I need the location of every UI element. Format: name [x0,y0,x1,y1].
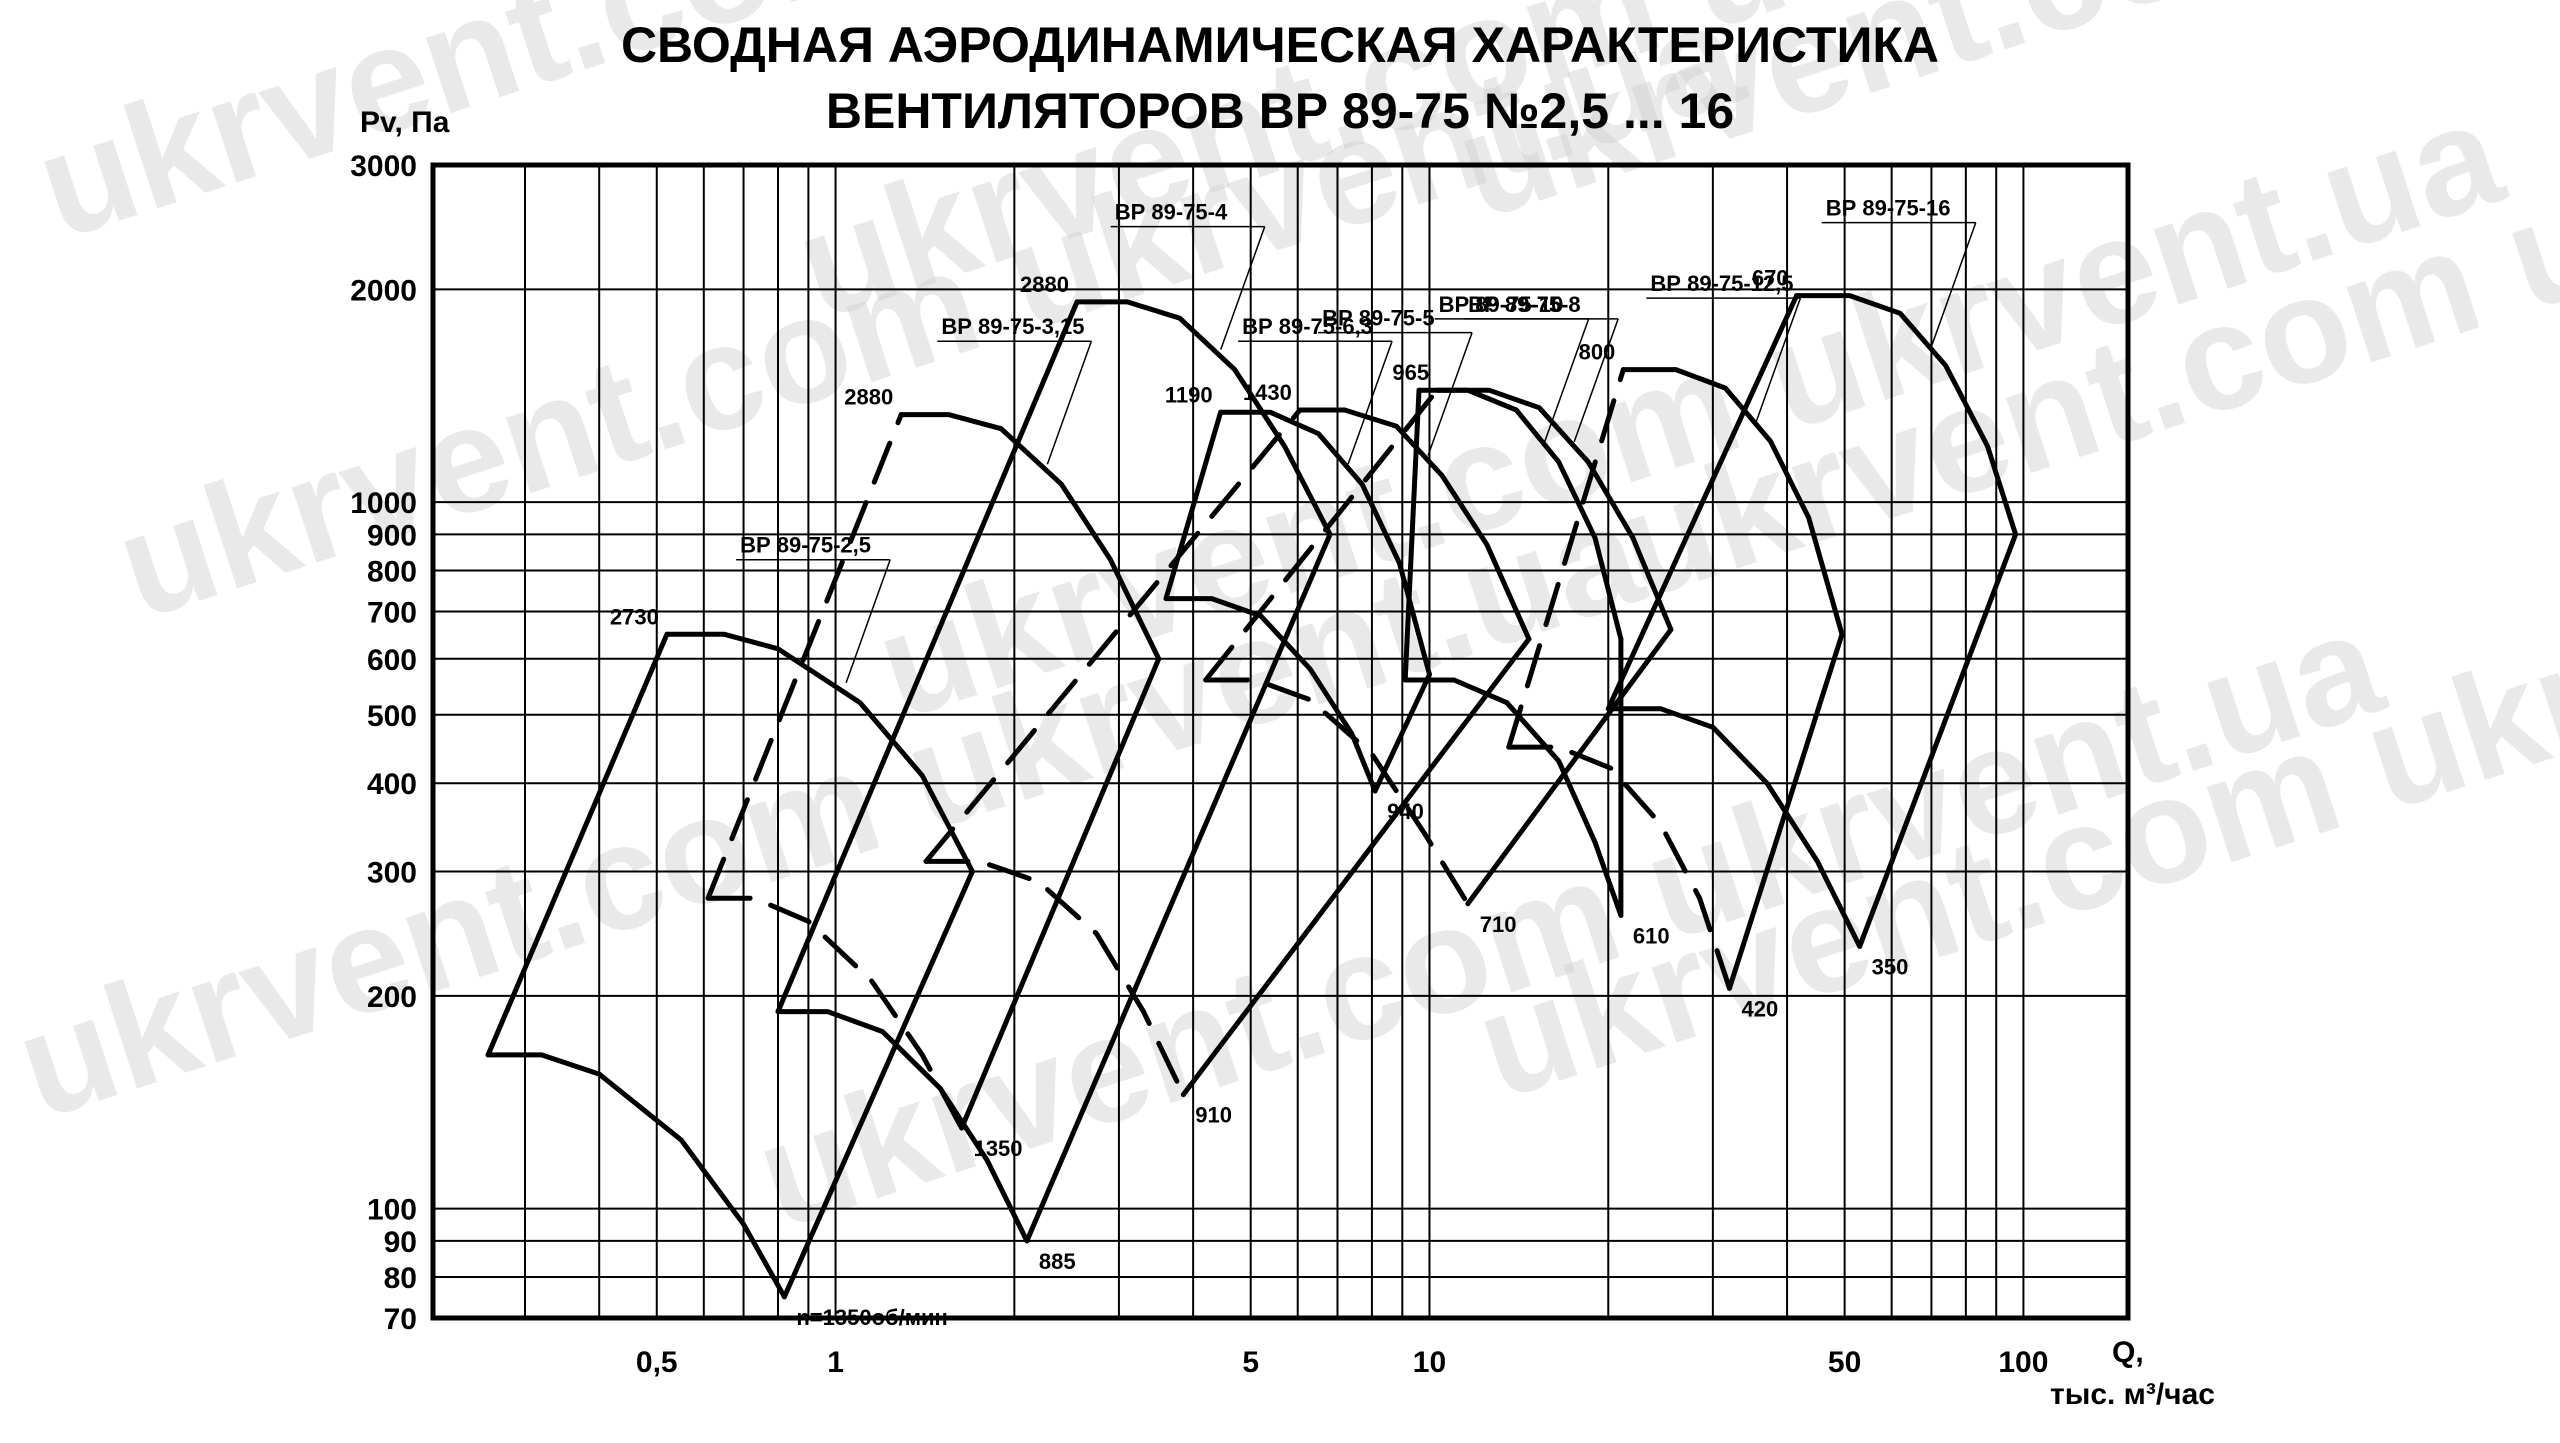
envelope-left-line [1506,367,1626,750]
data-label-high-speed: 965 [1392,360,1429,385]
grid [433,164,2128,1319]
y-tick-label: 70 [384,1303,417,1336]
series-line-high-speed [1297,407,1532,642]
x-axis-label-q: Q, [2112,1336,2144,1369]
envelope-right-line [959,656,1162,1131]
series-name-label: ВР 89-75-5 [1322,306,1435,331]
series-name-leader [1543,318,1590,443]
series-line-high-speed [1434,387,1674,633]
series-name-label: ВР 89-75-2,5 [740,533,871,558]
envelope-right-line [1024,531,1333,1244]
series-line-low-speed [775,1009,1030,1244]
series-line-low-speed [705,895,965,1131]
data-label-low-speed: 710 [1480,912,1517,937]
series-name-label: ВР 89-75-6,3 [1242,314,1373,339]
series-line-low-speed [1605,706,1863,949]
envelope-left-line [1402,387,1422,683]
x-tick-label: 0,5 [636,1346,678,1379]
y-tick-label: 300 [367,856,417,889]
series-name-leader [1427,332,1473,456]
tick-labels: 3000200010009008007006005004003002001009… [350,150,2048,1379]
y-tick-label: 800 [367,556,417,589]
series-line-low-speed [1203,677,1471,907]
y-tick-label: 80 [384,1262,417,1295]
y-tick-label: 90 [384,1226,417,1259]
x-tick-label: 100 [1998,1346,2048,1379]
series-line-high-speed [664,631,975,874]
series-line-low-speed [923,858,1186,1098]
data-label-low-speed: 420 [1742,996,1779,1021]
envelope-right-line [1180,636,1532,1098]
series-name-leader [1573,318,1619,443]
y-tick-label: 1000 [350,487,417,520]
data-label-high-speed: 1190 [1165,382,1213,407]
x-tick-label: 10 [1413,1346,1446,1379]
envelope-left-line [1203,387,1440,683]
y-tick-label: 700 [367,597,417,630]
series-line-high-speed [1074,299,1333,537]
envelope-left-line [705,412,904,901]
y-tick-label: 500 [367,700,417,733]
y-tick-label: 2000 [350,274,417,307]
plot-frame [430,162,2131,1321]
envelope-left-line [485,631,670,1058]
data-label-low-speed: 350 [1872,954,1909,979]
x-axis-label-units: тыс. м³/час [2050,1378,2215,1411]
envelope-right-line [781,869,975,1300]
data-label-low-speed: 610 [1633,923,1670,948]
y-axis-label: Pv, Па [360,106,450,139]
series-name-leader [1755,297,1802,422]
envelope-left-line [1605,293,1800,712]
y-tick-label: 100 [367,1194,417,1227]
data-label-high-speed: 2880 [1020,272,1069,297]
data-label-high-speed: 2730 [610,604,659,629]
series-line-low-speed [485,1052,787,1300]
envelope-right-line [1857,531,2019,949]
series-line-high-speed [1620,367,1845,637]
series-line-low-speed [1163,596,1378,794]
series-line-high-speed [1218,409,1432,677]
series-name-leader [1347,340,1393,465]
x-tick-label: 5 [1242,1346,1259,1379]
data-label-high-speed: 2880 [844,385,893,410]
series-name-leader [1220,226,1266,350]
data-label-low-speed: 910 [1195,1103,1232,1128]
series-line-low-speed [1402,677,1624,918]
y-tick-label: 900 [367,519,417,552]
series-name-leader [1046,340,1093,465]
x-tick-label: 50 [1828,1346,1861,1379]
data-label-high-speed: 800 [1579,340,1616,365]
envelope-right-line [1465,627,1674,907]
series-line-high-speed [898,412,1162,662]
y-tick-label: 200 [367,981,417,1014]
x-tick-label: 1 [827,1346,844,1379]
y-tick-label: 600 [367,644,417,677]
envelope-left-line [923,407,1303,864]
envelope-left-line [775,299,1080,1015]
series-name-leader [1931,222,1977,346]
chart-title-line-1: СВОДНАЯ АЭРОДИНАМИЧЕСКАЯ ХАРАКТЕРИСТИКА [621,17,1939,73]
series-name-label: ВР 89-75-10 [1439,292,1564,317]
series-line-high-speed [1794,293,2019,537]
envelope-left-line [1163,409,1224,602]
series-name-label: ВР 89-75-16 [1826,196,1951,221]
series-line-low-speed [1506,744,1732,991]
chart-title-line-2: ВЕНТИЛЯТОРОВ ВР 89-75 №2,5 ... 16 [826,83,1734,139]
y-tick-label: 400 [367,768,417,801]
y-tick-label: 3000 [350,150,417,183]
series-name-label: ВР 89-75-4 [1115,200,1228,225]
data-label-low-speed: 885 [1039,1249,1076,1274]
data-label-high-speed: 1430 [1243,380,1292,405]
series-name-label: ВР 89-75-8 [1468,292,1581,317]
series-name-leader [845,559,891,683]
series-line-high-speed [1416,387,1624,642]
data-label-high-speed: 670 [1752,266,1789,291]
series-name-label: ВР 89-75-12,5 [1650,271,1793,296]
